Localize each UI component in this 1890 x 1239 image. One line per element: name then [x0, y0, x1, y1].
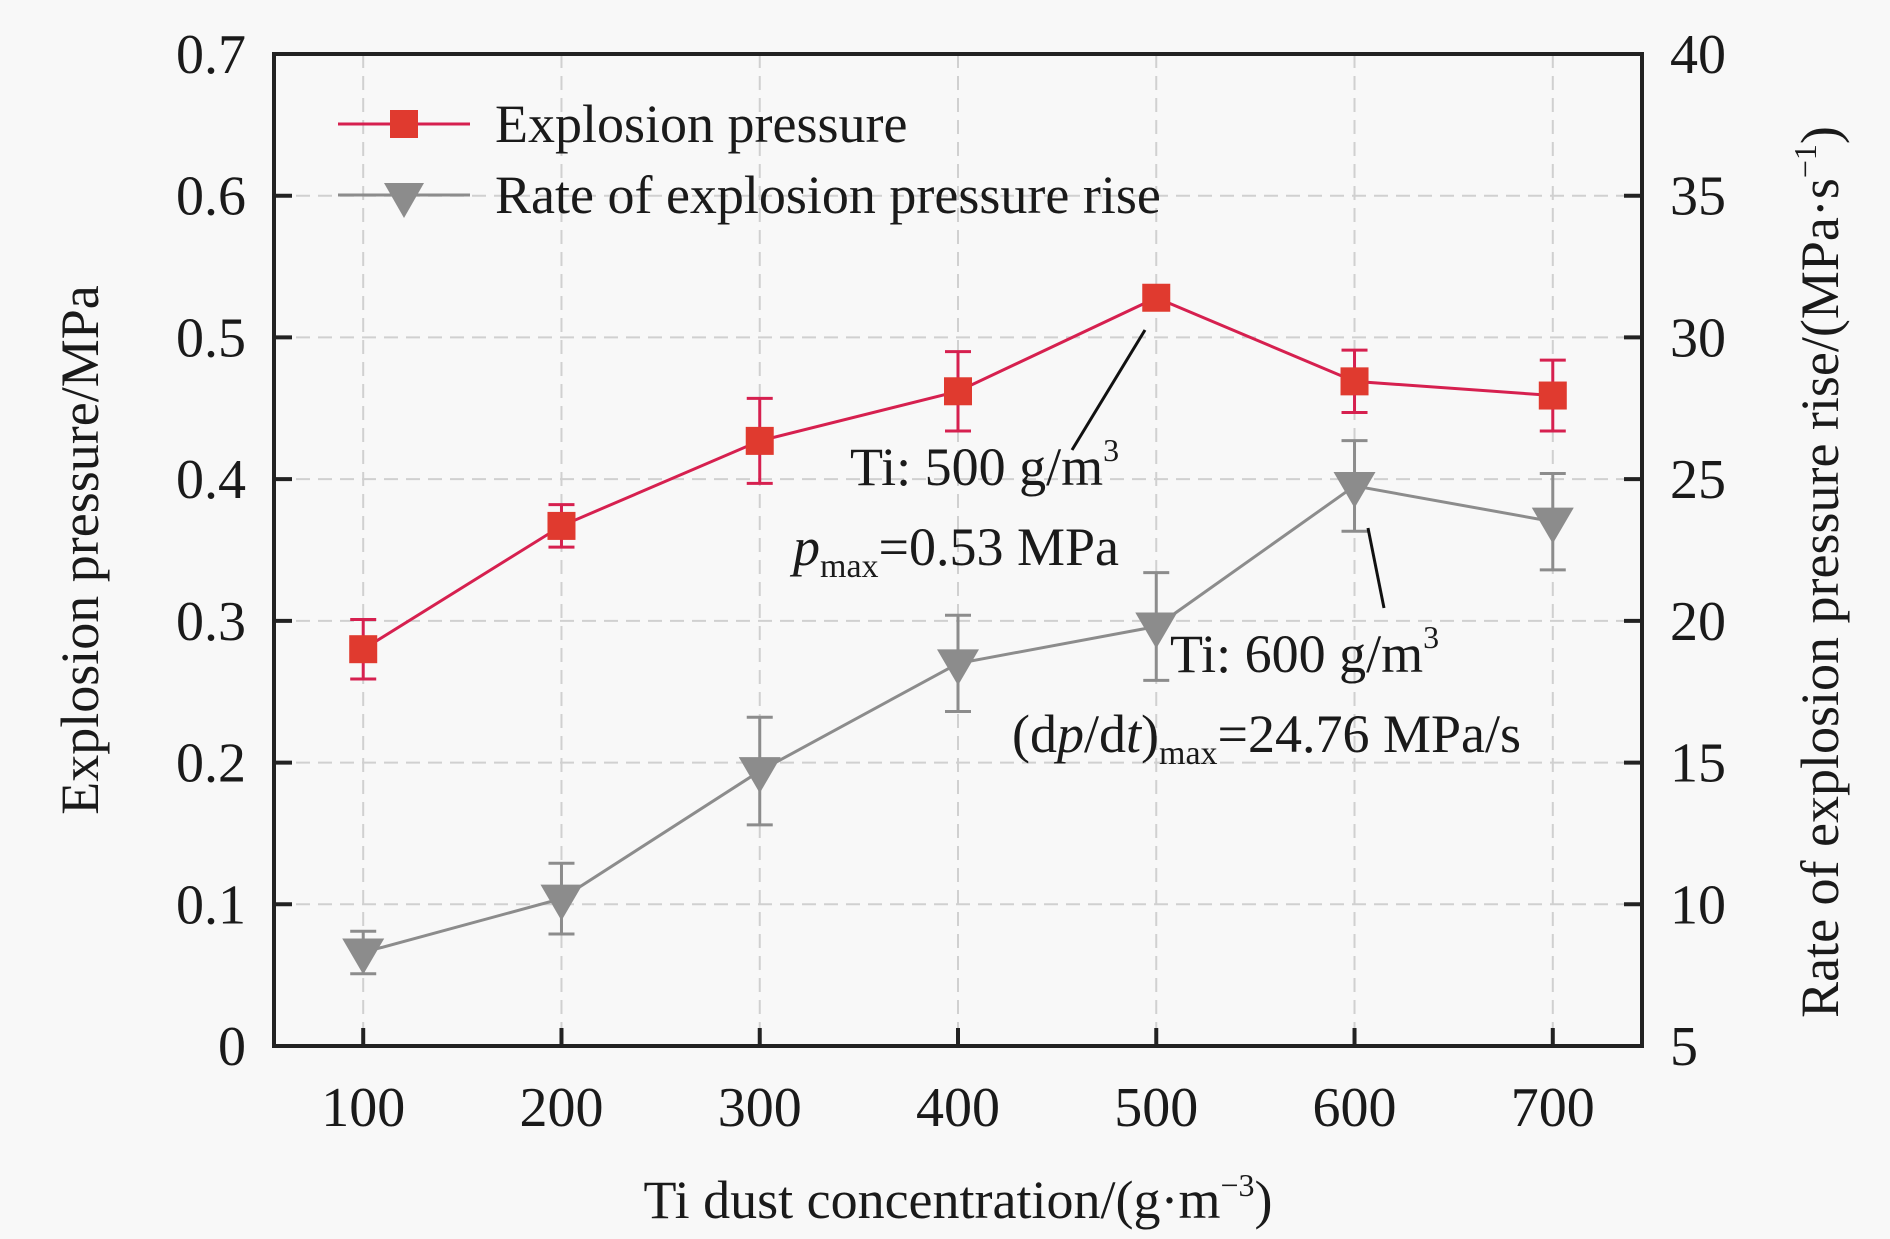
y2-tick-label: 25 [1670, 449, 1726, 511]
y2-axis-title-sup: −1 [1787, 144, 1823, 178]
data-point-triangle [540, 884, 583, 921]
data-point-triangle [937, 649, 979, 686]
legend: Explosion pressure Rate of explosion pre… [338, 94, 1161, 225]
y-tick-label: 0 [218, 1016, 246, 1078]
series-pressure-rise-rate [342, 439, 1574, 976]
x-tick-label: 500 [1114, 1077, 1198, 1139]
x-axis-title: Ti dust concentration/(g·m−3) [644, 1167, 1273, 1230]
y-tick-label: 0.2 [176, 733, 246, 795]
data-point-square [349, 635, 378, 664]
legend-label-pressure: Explosion pressure [495, 94, 907, 154]
series-explosion-pressure [349, 283, 1567, 681]
data-point-square [944, 377, 972, 406]
y-axis-title: Explosion pressure/MPa [50, 285, 110, 814]
y2-tick-label: 5 [1670, 1016, 1698, 1078]
annotation-600-close: ) [1141, 704, 1159, 764]
annotation-600-sup: 3 [1423, 619, 1439, 655]
annotation-600-sub: max [1159, 735, 1218, 772]
data-point-triangle [1135, 612, 1178, 649]
annotation-500-sup: 3 [1103, 432, 1119, 468]
x-tick-label: 400 [916, 1077, 1000, 1139]
y2-tick-labels: 5 10 15 20 25 30 35 40 [1670, 24, 1726, 1078]
y-tick-label: 0.7 [176, 24, 246, 86]
y-tick-labels: 0 0.1 0.2 0.3 0.4 0.5 0.6 0.7 [176, 24, 246, 1078]
data-point-square [547, 511, 576, 540]
y2-axis-title-main: Rate of explosion pressure rise/(MPa·s [1790, 178, 1850, 1018]
data-point-square [745, 426, 774, 455]
y2-tick-label: 35 [1670, 166, 1726, 228]
x-tick-labels: 100 200 300 400 500 600 700 [321, 1077, 1595, 1139]
annotation-600-var1: p [1053, 704, 1084, 764]
x-tick-label: 200 [519, 1077, 603, 1139]
annotation-500-line2: pmax=0.53 MPa [789, 517, 1119, 585]
annotation-600-mid: /d [1084, 704, 1126, 764]
x-axis-title-sup: −3 [1220, 1167, 1254, 1203]
annotation-600-pre: (d [1012, 704, 1057, 764]
y2-tick-label: 20 [1670, 591, 1726, 653]
y2-tick-label: 40 [1670, 24, 1726, 86]
annotation-leader-500 [1070, 329, 1147, 451]
data-point-square [1340, 367, 1369, 396]
annotation-leader-600 [1366, 527, 1386, 609]
data-point-triangle [738, 757, 781, 794]
annotation-600-line1: Ti: 600 g/m3 [1170, 619, 1439, 684]
x-tick-label: 700 [1511, 1077, 1595, 1139]
y2-axis-title: Rate of explosion pressure rise/(MPa·s−1… [1787, 126, 1850, 1018]
x-axis-title-end: ) [1255, 1170, 1273, 1230]
annotation-500-var: p [789, 517, 820, 577]
y-tick-label: 0.3 [176, 591, 246, 653]
annotation-600-text: Ti: 600 g/m [1170, 624, 1423, 684]
annotation-500-value: =0.53 MPa [879, 517, 1120, 577]
annotation-500-line1: Ti: 500 g/m3 [850, 432, 1119, 497]
annotation-500-text: Ti: 500 g/m [850, 437, 1103, 497]
series-group [342, 283, 1574, 976]
annotation-600-value: =24.76 MPa/s [1218, 704, 1522, 764]
y-tick-label: 0.5 [176, 307, 246, 369]
legend-label-rate: Rate of explosion pressure rise [495, 165, 1161, 225]
y2-tick-label: 10 [1670, 874, 1726, 936]
data-point-square [1142, 283, 1171, 312]
annotation-600-var2: t [1126, 704, 1143, 764]
y-tick-label: 0.4 [176, 449, 246, 511]
data-point-triangle [1531, 507, 1574, 544]
x-tick-label: 300 [718, 1077, 802, 1139]
y2-tick-label: 15 [1670, 733, 1726, 795]
axis-ticks [274, 52, 1642, 1048]
x-axis-title-main: Ti dust concentration/(g·m [644, 1170, 1221, 1230]
data-point-triangle [1333, 471, 1376, 508]
legend-square-marker [390, 110, 418, 138]
y-tick-label: 0.6 [176, 166, 246, 228]
y2-tick-label: 30 [1670, 307, 1726, 369]
annotation-500-sub: max [820, 548, 879, 585]
grid [274, 54, 1642, 1046]
data-point-square [1538, 381, 1567, 410]
y-tick-label: 0.1 [176, 874, 246, 936]
annotation-600-line2: (dp/dt)max=24.76 MPa/s [1012, 704, 1521, 772]
y2-axis-title-end: ) [1790, 126, 1850, 144]
legend-triangle-marker [384, 183, 424, 218]
x-tick-label: 100 [321, 1077, 405, 1139]
data-point-triangle [342, 938, 385, 975]
x-tick-label: 600 [1313, 1077, 1397, 1139]
